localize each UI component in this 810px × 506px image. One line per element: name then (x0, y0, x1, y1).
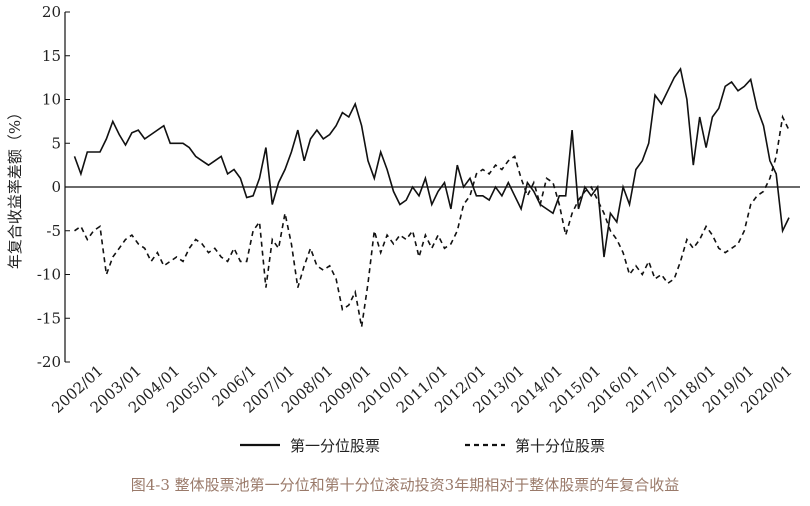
series-line (74, 114, 790, 328)
series-line (73, 66, 790, 258)
y-axis-label: 年复合收益率差额（%） (6, 105, 24, 269)
y-tick-label: 20 (42, 3, 61, 21)
y-tick-label: 15 (42, 47, 61, 65)
y-tick-label: -10 (37, 266, 61, 284)
y-tick-label: 5 (51, 134, 61, 152)
y-tick-label: -20 (37, 353, 61, 371)
y-tick-label: -15 (37, 309, 61, 327)
caption: 图4-3 整体股票池第一分位和第十分位滚动投资3年期相对于整体股票的年复合收益 (131, 476, 679, 494)
y-tick-label: 10 (42, 91, 61, 109)
legend-label: 第一分位股票 (290, 437, 380, 455)
y-tick-label: 0 (51, 178, 61, 196)
legend-label: 第十分位股票 (515, 437, 605, 455)
y-tick-label: -5 (46, 222, 61, 240)
